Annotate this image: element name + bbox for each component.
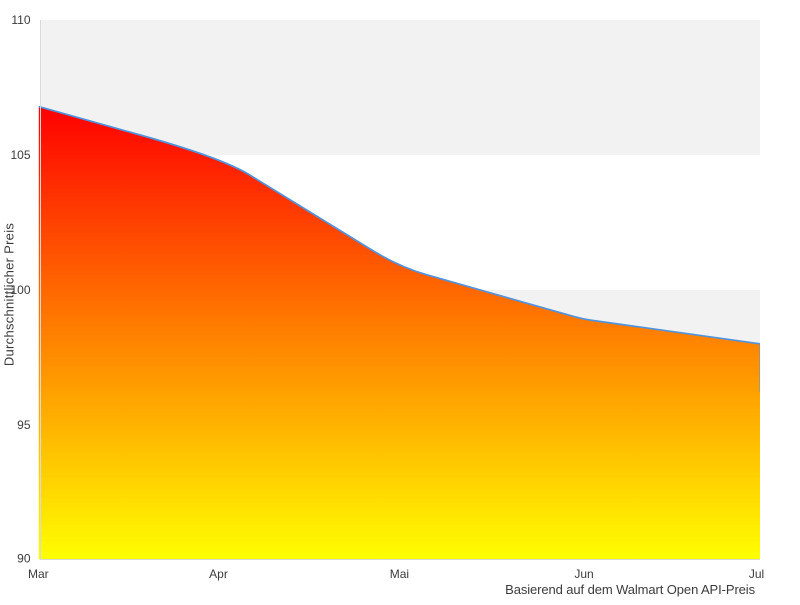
svg-text:Durchschnittlicher Preis: Durchschnittlicher Preis xyxy=(2,223,17,366)
svg-text:110: 110 xyxy=(11,13,30,27)
svg-text:Mar: Mar xyxy=(28,567,49,581)
svg-text:100: 100 xyxy=(10,283,30,297)
svg-text:Jun: Jun xyxy=(574,567,593,581)
svg-text:Apr: Apr xyxy=(209,567,228,581)
svg-text:Basierend auf dem Walmart Open: Basierend auf dem Walmart Open API-Preis xyxy=(505,582,755,597)
svg-text:90: 90 xyxy=(17,552,31,566)
svg-text:95: 95 xyxy=(17,418,31,432)
svg-text:Mai: Mai xyxy=(390,567,409,581)
svg-text:105: 105 xyxy=(10,148,30,162)
svg-text:Jul: Jul xyxy=(749,567,764,581)
